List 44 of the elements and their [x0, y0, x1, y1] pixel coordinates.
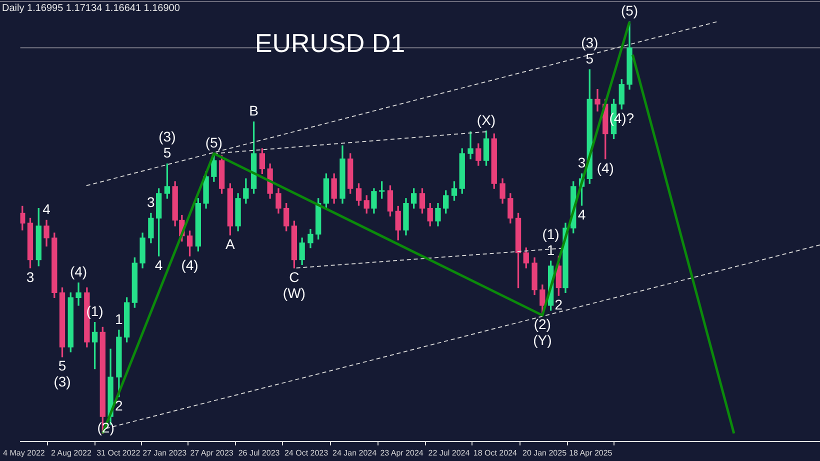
annotation: B: [249, 102, 258, 119]
annotation: 5: [586, 50, 594, 66]
annotation: (4): [181, 256, 198, 273]
annotation: (W): [282, 284, 306, 301]
x-tick-label: 26 Jul 2023: [238, 448, 280, 458]
x-tick-label: 2 Aug 2022: [50, 448, 92, 458]
x-tick-label: 27 Apr 2023: [190, 448, 234, 458]
annotation: 2: [554, 296, 563, 312]
x-tick-label: 24 Jan 2024: [332, 448, 378, 458]
annotation: C: [289, 268, 300, 285]
annotation: (3): [54, 374, 71, 390]
x-tick-label: 4 May 2022: [3, 448, 46, 458]
annotation: 4: [42, 201, 51, 218]
chart-title: EURUSD D1: [254, 28, 406, 58]
x-tick-label: 27 Jan 2023: [142, 448, 188, 458]
annotation: 3: [578, 154, 586, 171]
x-tick-label: 22 Jul 2024: [428, 448, 470, 458]
annotation: (5): [620, 2, 638, 19]
annotation: (5): [205, 134, 222, 150]
annotation: (3): [158, 128, 176, 145]
annotation: 3: [147, 194, 156, 210]
chart-subtitle: Daily 1.16995 1.17134 1.16641 1.16900: [2, 2, 180, 14]
annotation: (3): [581, 34, 598, 50]
annotation: 4: [578, 206, 586, 222]
annotation: 5: [58, 358, 66, 374]
annotation: 1: [115, 310, 124, 327]
annotation: (1): [542, 226, 560, 242]
x-tick-label: 18 Apr 2025: [569, 448, 613, 458]
annotation: (4): [596, 160, 614, 176]
x-tick-label: 18 Oct 2024: [473, 448, 518, 458]
annotation: A: [226, 236, 236, 252]
annotation: 3: [26, 268, 34, 285]
annotation: (X): [476, 112, 496, 128]
annotation: 2: [115, 398, 124, 414]
annotation: (4): [70, 264, 88, 280]
x-tick-label: 24 Oct 2023: [284, 448, 329, 458]
annotation: 4: [154, 256, 163, 273]
annotation: 5: [163, 144, 172, 161]
annotation: (Y): [533, 332, 552, 348]
annotation: (2): [534, 316, 551, 332]
x-tick-label: 31 Oct 2022: [96, 448, 141, 458]
x-tick-label: 23 Apr 2024: [380, 448, 424, 458]
x-tick-label: 20 Jan 2025: [522, 448, 568, 458]
annotation: 1: [546, 242, 555, 258]
